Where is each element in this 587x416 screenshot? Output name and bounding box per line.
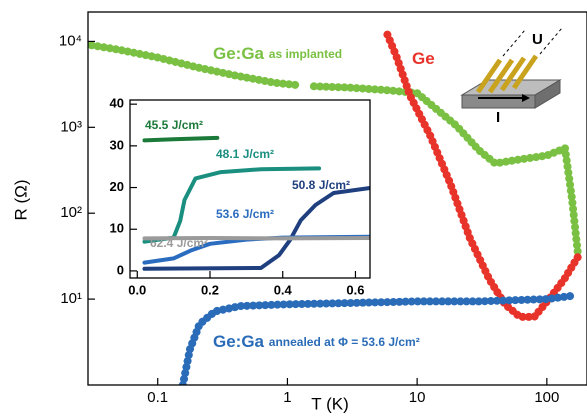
y-tick-label: 30 — [110, 137, 124, 152]
series-label: 62.4 J/cm² — [150, 236, 208, 250]
y-tick-label: 0 — [117, 262, 124, 277]
y-tick-label: 10¹ — [60, 290, 82, 307]
data-line — [142, 186, 370, 271]
annotation: I — [496, 109, 500, 126]
plot-frame — [87, 11, 587, 386]
y-tick-label: 10³ — [60, 118, 82, 135]
series-name: 62.4 J/cm² — [150, 236, 208, 250]
x-tick-label: 10 — [409, 389, 426, 406]
series-name: 53.6 J/cm² — [216, 207, 274, 221]
series-name: 50.8 J/cm² — [292, 178, 350, 192]
x-tick-label: 100 — [534, 389, 559, 406]
x-tick-label: 0.4 — [274, 282, 293, 297]
series-name: 48.1 J/cm² — [216, 147, 274, 161]
data-line — [142, 135, 220, 143]
series-label: 48.1 J/cm² — [216, 147, 274, 161]
plot-area — [130, 100, 370, 278]
series-label: Ge — [412, 49, 435, 68]
series-name: 45.5 J/cm² — [145, 118, 203, 132]
data-line — [178, 291, 579, 385]
x-tick-label: 0.6 — [346, 282, 364, 297]
data-line — [142, 166, 322, 244]
sample-schematic: U I — [460, 27, 563, 126]
plot-frame — [129, 99, 371, 279]
y-axis-label: R (Ω) — [11, 179, 30, 220]
x-tick-label: 0.2 — [201, 282, 219, 297]
series-note: as implanted — [269, 47, 342, 61]
series-label: Ge:Ga as implanted — [213, 44, 342, 63]
x-tick-label: 1 — [283, 389, 291, 406]
series-label: 53.6 J/cm² — [216, 207, 274, 221]
y-tick-label: 40 — [110, 96, 124, 111]
series-note: annealed at Φ = 53.6 J/cm² — [269, 335, 420, 349]
y-tick-label: 10² — [60, 204, 82, 221]
y-tick-label: 10 — [110, 221, 124, 236]
annotation: U — [532, 31, 543, 48]
series-name: Ge:Ga — [213, 332, 265, 351]
series-label: Ge:Ga annealed at Φ = 53.6 J/cm² — [213, 332, 420, 351]
series-label: 50.8 J/cm² — [292, 178, 350, 192]
x-tick-label: 0.1 — [147, 389, 168, 406]
data-line — [88, 40, 582, 259]
series-name: Ge:Ga — [213, 44, 265, 63]
x-tick-label: 0.0 — [128, 282, 146, 297]
x-axis-label: T (K) — [311, 394, 348, 413]
inset-chart: 45.5 J/cm² 48.1 J/cm² 50.8 J/cm² 53.6 J/cm²… — [110, 96, 371, 297]
y-tick-label: 10⁴ — [59, 32, 82, 49]
series-label: 45.5 J/cm² — [145, 118, 203, 132]
series-name: Ge — [412, 49, 435, 68]
y-tick-label: 20 — [110, 179, 124, 194]
